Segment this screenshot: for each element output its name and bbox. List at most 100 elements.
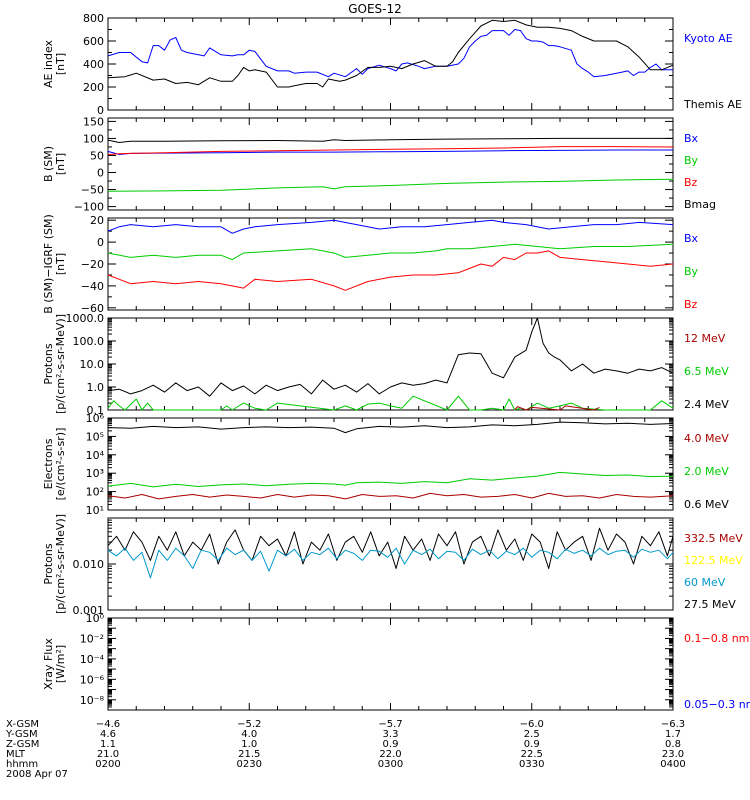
y-axis-label: Protons[p/(cm²-s-sr-MeV)] — [42, 514, 67, 614]
x-tick-label: −5.2 — [237, 719, 261, 730]
panel-frame — [107, 617, 674, 711]
x-axis-table: X-GSM −4.6 −5.2 −5.7 −6.0 −6.3 Y-GSM 4.6 4.0 3.3 2… — [5, 719, 686, 780]
series-line-6-5-mev — [107, 395, 674, 411]
y-tick-label: 10.0 — [80, 358, 105, 371]
x-tick-label: 0.9 — [383, 739, 399, 750]
y-tick-label: 10⁶ — [86, 412, 105, 425]
legend-bz: Bz — [684, 298, 698, 311]
y-tick-label: 800 — [83, 12, 104, 25]
y-tick-label: 0.010 — [73, 558, 105, 571]
y-axis-label: Electrons[e/(cm²-s-sr)] — [42, 428, 67, 501]
x-tick-label: 0200 — [95, 759, 120, 770]
series-line-bz — [107, 250, 674, 291]
panel-frame — [107, 17, 674, 111]
y-tick-label: 10⁰ — [86, 612, 105, 625]
x-tick-label: −6.0 — [520, 719, 544, 730]
legend-2-0-mev: 2.0 MeV — [684, 465, 729, 478]
y-tick-label: −60 — [81, 302, 104, 315]
x-tick-label: 3.3 — [383, 729, 399, 740]
panel-7: 10⁻⁸ 10⁻⁶ 10⁻⁴ 10⁻² 10⁰ Xray Flux[W/m²] 0.1−0.… — [42, 612, 750, 711]
legend-12-mev: 12 MeV — [684, 332, 726, 345]
series-line-60-mev — [107, 547, 674, 579]
x-row-label: X-GSM — [6, 719, 39, 730]
legend-bx: Bx — [684, 132, 699, 145]
x-tick-label: 0.8 — [665, 739, 681, 750]
panel-1: 0 200 400 600 800 AE index[nT] Kyoto AE Themis … — [42, 12, 742, 117]
x-tick-label: 21.5 — [238, 749, 260, 760]
y-axis-label: Xray Flux[W/m²] — [42, 638, 67, 690]
y-tick-label: 10² — [86, 486, 104, 499]
legend-by: By — [684, 265, 699, 278]
x-tick-label: 0400 — [660, 759, 685, 770]
y-tick-label: 0 — [97, 236, 104, 249]
y-tick-label: −40 — [81, 280, 104, 293]
y-tick-label: 100 — [83, 132, 104, 145]
x-tick-label: −6.3 — [661, 719, 685, 730]
panel-4: 0.1 1.0 10.0 100.0 1000.0Protons[p/(cm²-s-sr… — [42, 312, 729, 417]
x-tick-label: 21.0 — [97, 749, 119, 760]
x-tick-label: 1.1 — [100, 739, 116, 750]
panel-frame — [107, 317, 674, 411]
panel-6: 0.001 0.010 Protons[p/(cm²-s-sr-MeV)] 332.5… — [42, 514, 743, 617]
series-line-27-5-mev — [107, 527, 674, 569]
y-axis-label: AE index[nT] — [42, 39, 67, 88]
legend-0-1-0-8-nm: 0.1−0.8 nm — [684, 632, 749, 645]
legend-kyoto-ae: Kyoto AE — [684, 32, 733, 45]
series-line-4-0-mev — [107, 492, 674, 500]
y-tick-label: −50 — [81, 184, 104, 197]
y-tick-label: −20 — [81, 258, 104, 271]
x-row-label: MLT — [6, 749, 26, 760]
series-line-kyoto-ae — [107, 29, 673, 78]
x-tick-label: 0300 — [378, 759, 403, 770]
chart-title: GOES-12 — [348, 2, 402, 16]
panel-5: 10¹ 10² 10³ 10⁴ 10⁵ 10⁶ Electrons[e/(cm²-s-sr)… — [42, 412, 729, 517]
legend-6-5-mev: 6.5 MeV — [684, 365, 729, 378]
y-tick-label: 10³ — [86, 467, 104, 480]
x-tick-label: 0.9 — [524, 739, 540, 750]
y-tick-label: 10¹ — [86, 504, 104, 517]
series-line-bx — [107, 219, 674, 234]
panel-frame — [107, 517, 674, 611]
x-tick-label: 4.0 — [241, 729, 257, 740]
legend-0-05-0-3-nr: 0.05−0.3 nr — [684, 698, 750, 711]
legend-4-0-mev: 4.0 MeV — [684, 432, 729, 445]
y-tick-label: 600 — [83, 35, 104, 48]
x-tick-label: 0230 — [237, 759, 262, 770]
y-tick-label: 150 — [83, 115, 104, 128]
x-row-label: Z-GSM — [6, 739, 39, 750]
y-axis-label: B (SM)[nT] — [42, 146, 67, 182]
legend-0-6-mev: 0.6 MeV — [684, 498, 729, 511]
y-tick-label: 10⁵ — [86, 430, 104, 443]
series-line-bmag — [107, 137, 673, 143]
legend-60-mev: 60 MeV — [684, 576, 726, 589]
panel-frame — [107, 217, 674, 311]
legend-bz: Bz — [684, 176, 698, 189]
legend-by: By — [684, 154, 699, 167]
x-tick-label: 22.5 — [521, 749, 543, 760]
y-tick-label: 10⁻⁴ — [80, 653, 105, 666]
y-tick-label: 10⁻⁸ — [80, 694, 105, 707]
series-line-bz — [107, 146, 674, 155]
y-tick-label: 50 — [90, 149, 104, 162]
y-tick-label: −100 — [74, 201, 104, 214]
x-tick-label: 23.0 — [662, 749, 684, 760]
y-tick-label: 10⁻² — [80, 632, 104, 645]
x-tick-label: 0330 — [519, 759, 544, 770]
series-line-0-6-mev — [107, 421, 674, 434]
y-tick-label: 200 — [83, 81, 104, 94]
panel-2: −100 −50 0 50 100 150 B (SM)[nT] Bx By Bz Bmag — [42, 115, 716, 213]
legend-332-5-mev: 332.5 MeV — [684, 532, 743, 545]
series-line-themis-ae — [107, 19, 674, 88]
y-tick-label: 10⁻⁶ — [80, 673, 105, 686]
y-axis-label: B (SM)−IGRF (SM)[nT] — [42, 214, 67, 314]
x-tick-label: 1.7 — [665, 729, 681, 740]
series-line-by — [107, 178, 674, 192]
series-line-12-mev — [514, 405, 600, 411]
legend-2-4-mev: 2.4 MeV — [684, 398, 729, 411]
series-line-by — [107, 243, 674, 261]
x-tick-label: 2.5 — [524, 729, 540, 740]
x-tick-label: 22.0 — [379, 749, 401, 760]
y-tick-label: 1.0 — [87, 381, 105, 394]
